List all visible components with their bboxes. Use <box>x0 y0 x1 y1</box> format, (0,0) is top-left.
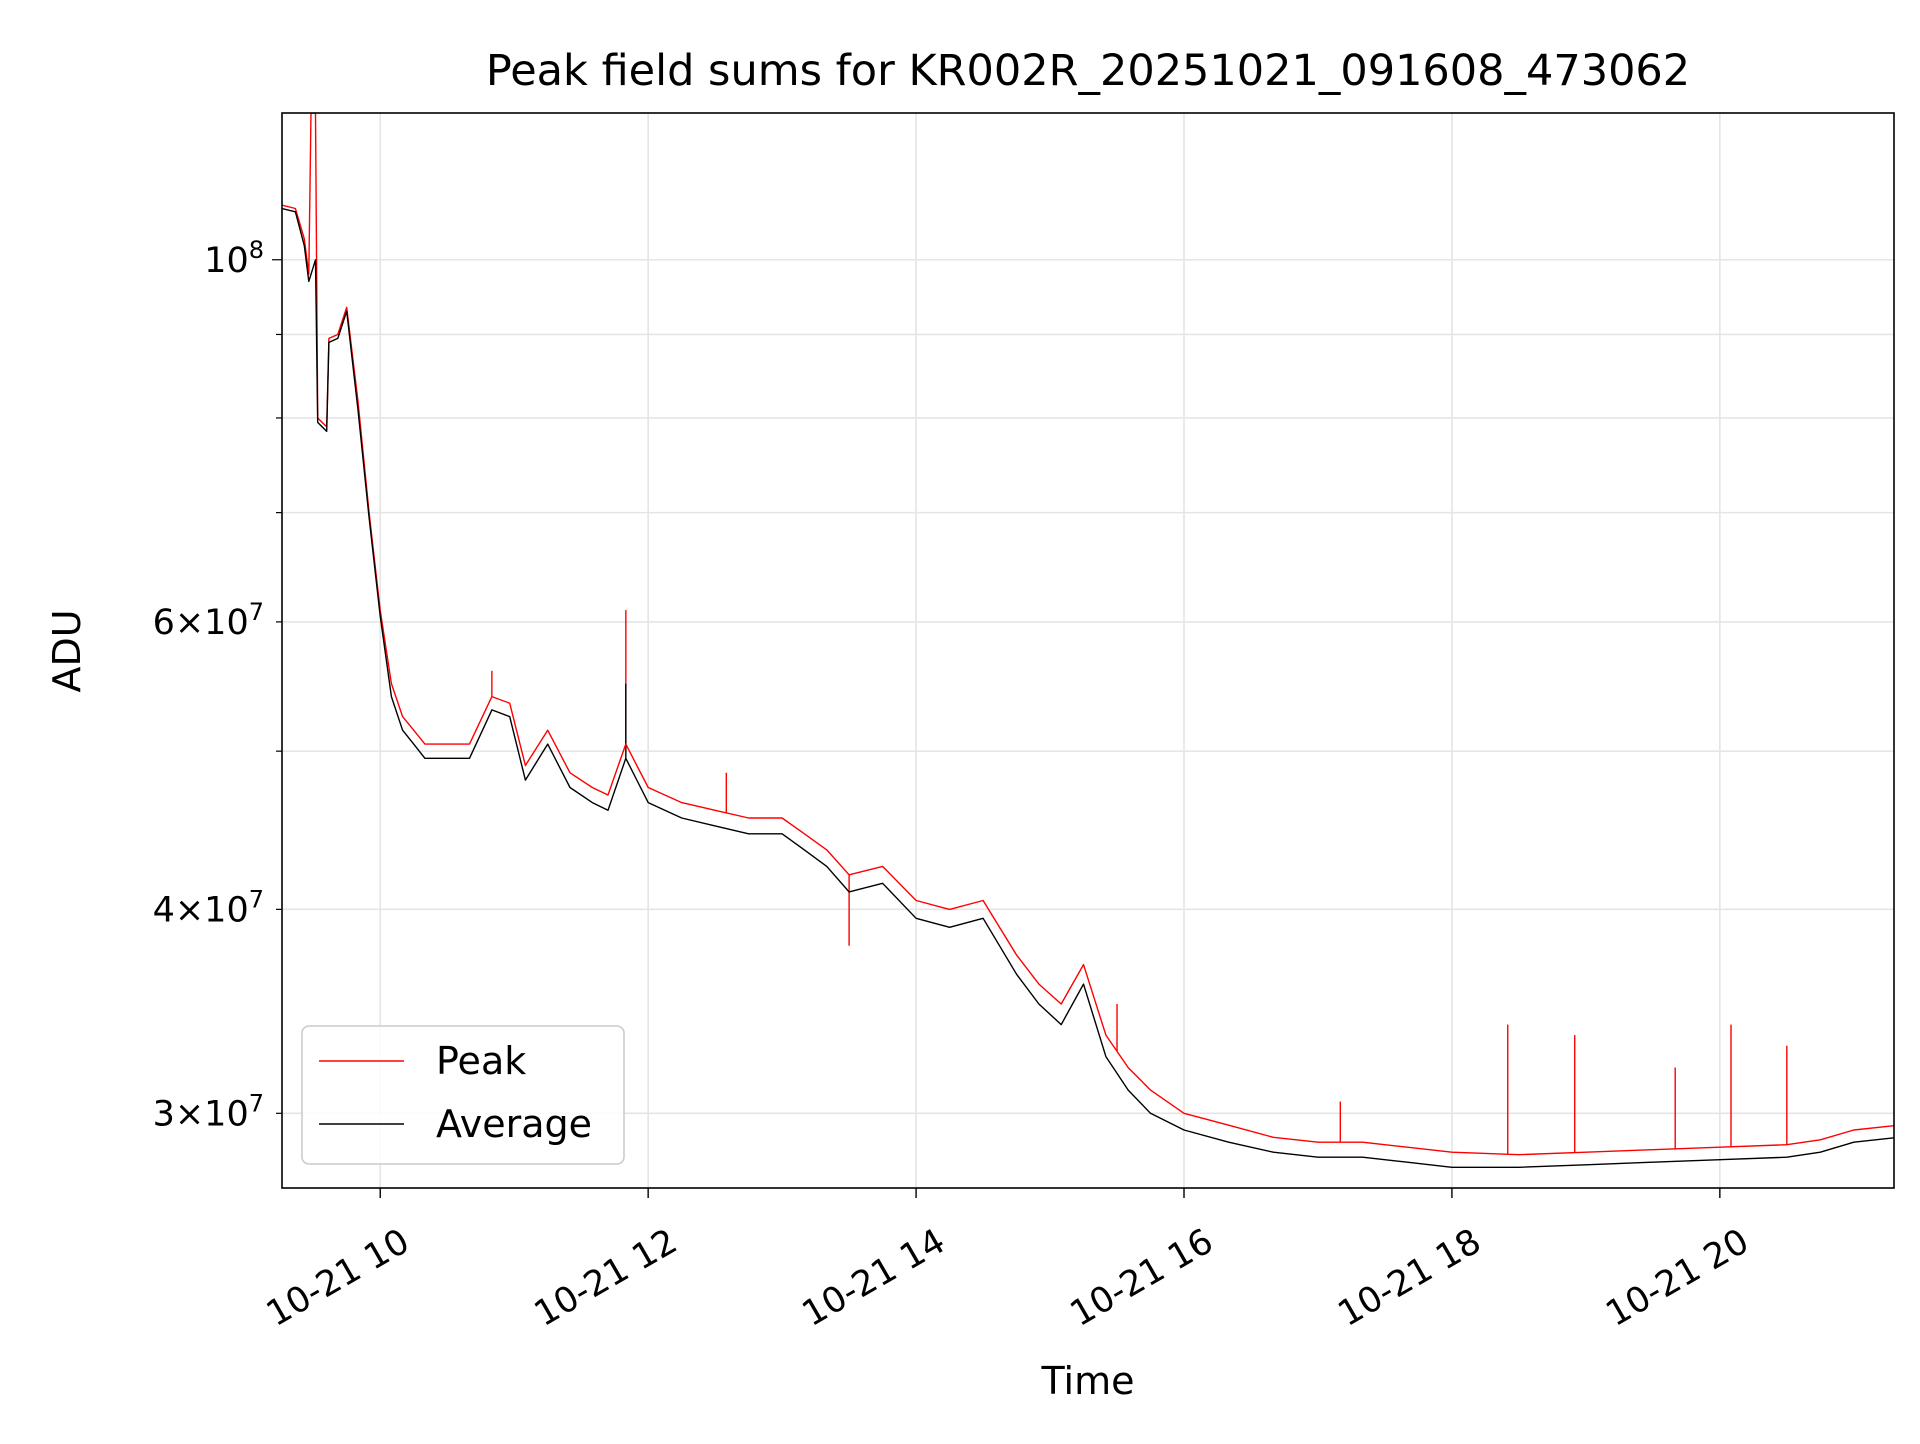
plot-frame <box>281 112 1895 1189</box>
axis-ticks <box>272 259 1721 1198</box>
legend: Peak Average <box>301 1025 625 1165</box>
x-axis-label: Time <box>1041 1359 1135 1403</box>
plot-series-area <box>282 113 1894 1168</box>
chart-title: Peak field sums for KR002R_20251021_0916… <box>486 46 1690 96</box>
legend-label-average: Average <box>436 1102 592 1146</box>
y-tick-label-minor: 3×107 <box>153 1089 264 1134</box>
y-tick-label-major: 108 <box>204 236 264 281</box>
legend-label-peak: Peak <box>436 1039 526 1083</box>
y-tick-label-minor: 4×107 <box>153 885 264 930</box>
y-tick-labels: 108 3×107 4×107 6×107 <box>153 236 264 1135</box>
y-tick-label-minor: 6×107 <box>153 598 264 643</box>
y-axis-label: ADU <box>45 609 89 692</box>
series-line-average <box>282 207 1894 1168</box>
series-spikes <box>491 610 1788 1155</box>
